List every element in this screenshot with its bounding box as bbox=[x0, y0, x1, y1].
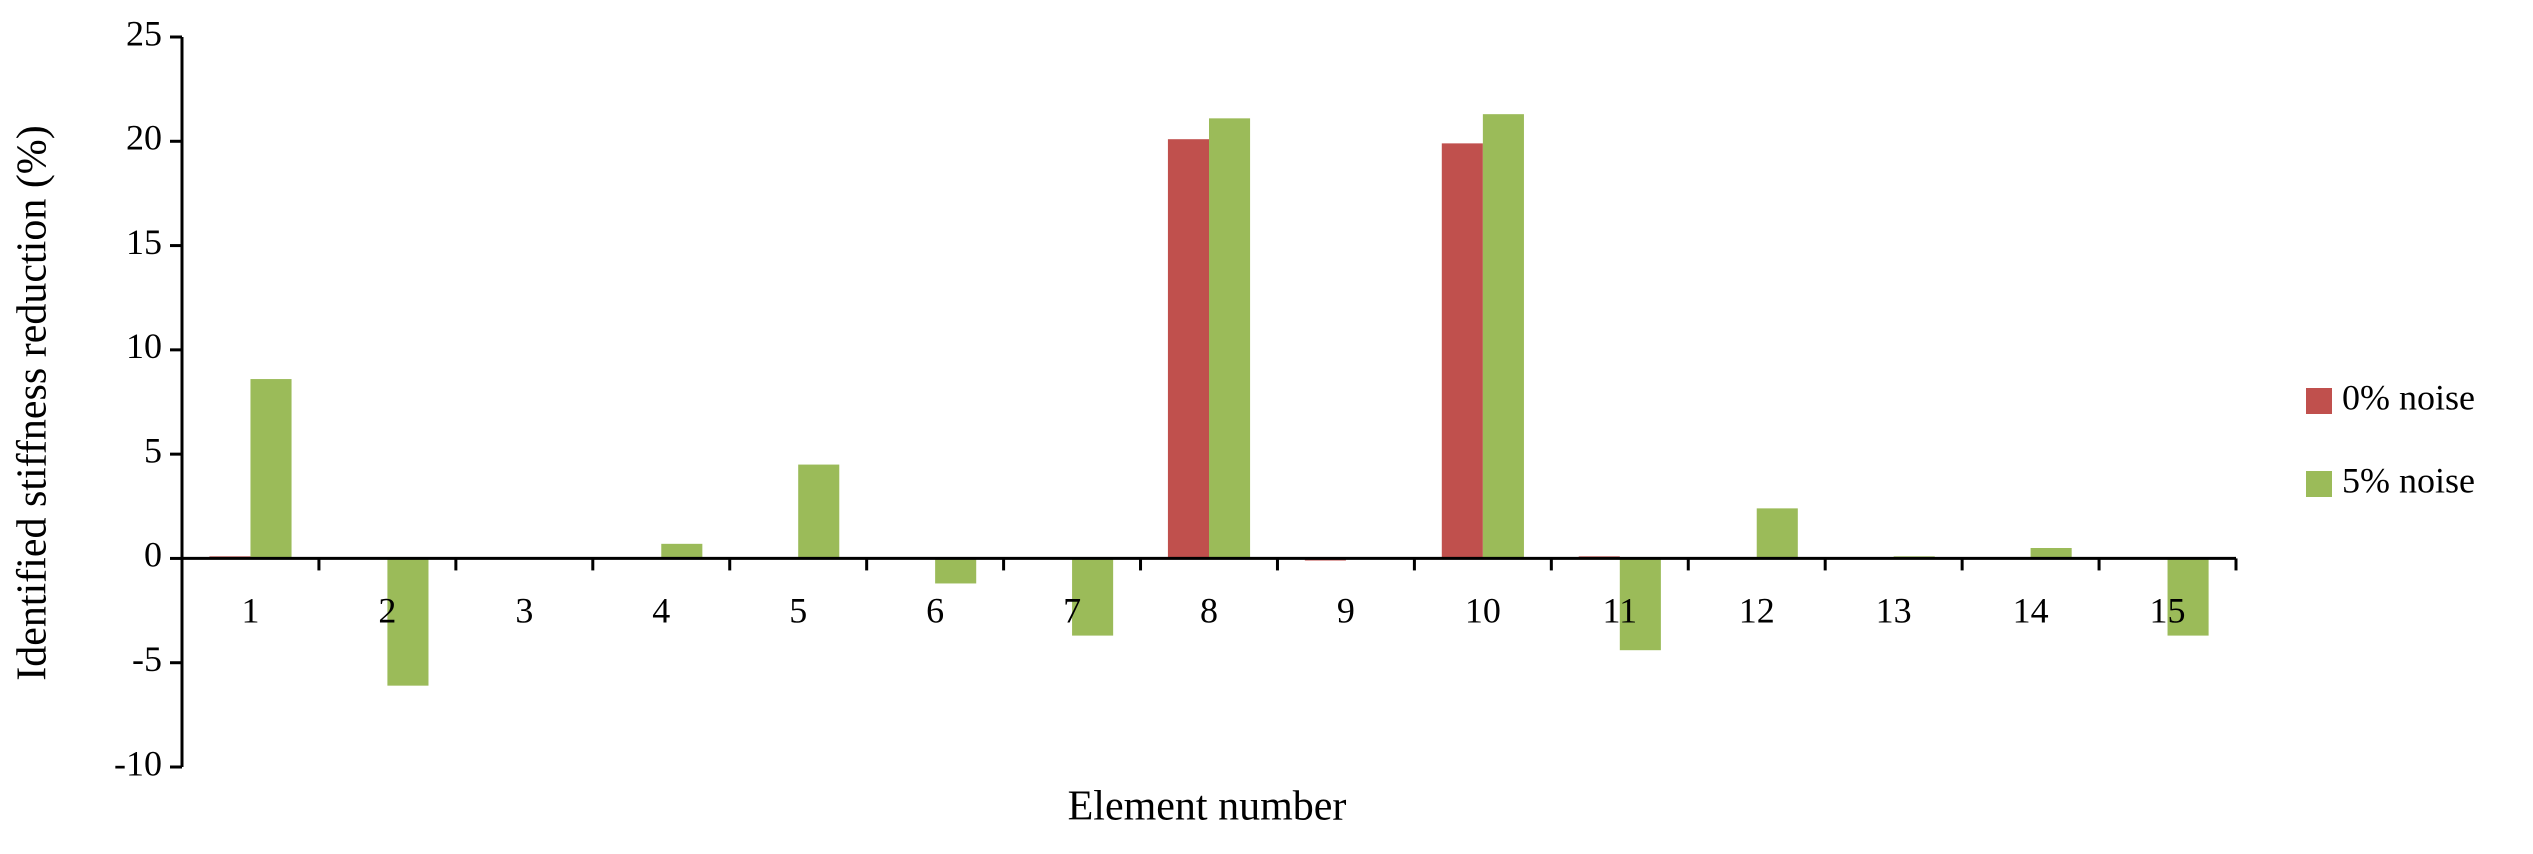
x-tick-label: 10 bbox=[1465, 591, 1501, 631]
x-tick-label: 11 bbox=[1602, 591, 1637, 631]
bar bbox=[1441, 143, 1483, 559]
x-tick-label: 3 bbox=[515, 591, 533, 631]
bar bbox=[250, 379, 292, 559]
y-tick-label: 0 bbox=[144, 535, 162, 575]
legend-label: 5% noise bbox=[2342, 460, 2475, 500]
x-tick-label: 12 bbox=[1739, 591, 1775, 631]
x-tick-label: 1 bbox=[241, 591, 259, 631]
y-tick-label: 15 bbox=[126, 222, 162, 262]
bar bbox=[2030, 548, 2072, 559]
bar bbox=[1167, 139, 1209, 559]
x-tick-label: 2 bbox=[378, 591, 396, 631]
legend-swatch bbox=[2306, 471, 2332, 497]
legend-swatch bbox=[2306, 388, 2332, 414]
y-axis-title: Identified stiffness reduction (%) bbox=[10, 125, 56, 681]
bar bbox=[1209, 118, 1251, 559]
x-tick-label: 15 bbox=[2150, 591, 2186, 631]
x-tick-label: 13 bbox=[1876, 591, 1912, 631]
x-tick-label: 7 bbox=[1063, 591, 1081, 631]
bar bbox=[2167, 558, 2209, 636]
y-tick-label: -5 bbox=[132, 639, 162, 679]
bar bbox=[1619, 558, 1661, 651]
bar bbox=[935, 558, 977, 584]
y-tick-label: 10 bbox=[126, 326, 162, 366]
bar bbox=[798, 464, 840, 559]
x-tick-label: 14 bbox=[2013, 591, 2049, 631]
x-tick-label: 4 bbox=[652, 591, 670, 631]
y-tick-label: -10 bbox=[114, 743, 162, 783]
y-tick-label: 5 bbox=[144, 430, 162, 470]
bar bbox=[661, 543, 703, 559]
y-tick-label: 25 bbox=[126, 13, 162, 53]
x-tick-label: 9 bbox=[1337, 591, 1355, 631]
bar bbox=[387, 558, 429, 686]
bar bbox=[1072, 558, 1114, 636]
y-tick-label: 20 bbox=[126, 118, 162, 158]
x-tick-label: 8 bbox=[1200, 591, 1218, 631]
legend-label: 0% noise bbox=[2342, 377, 2475, 417]
bar bbox=[1482, 114, 1524, 559]
x-tick-label: 6 bbox=[926, 591, 944, 631]
bar bbox=[1756, 508, 1798, 559]
x-axis-title: Element number bbox=[1068, 784, 1347, 830]
x-tick-label: 5 bbox=[789, 591, 807, 631]
